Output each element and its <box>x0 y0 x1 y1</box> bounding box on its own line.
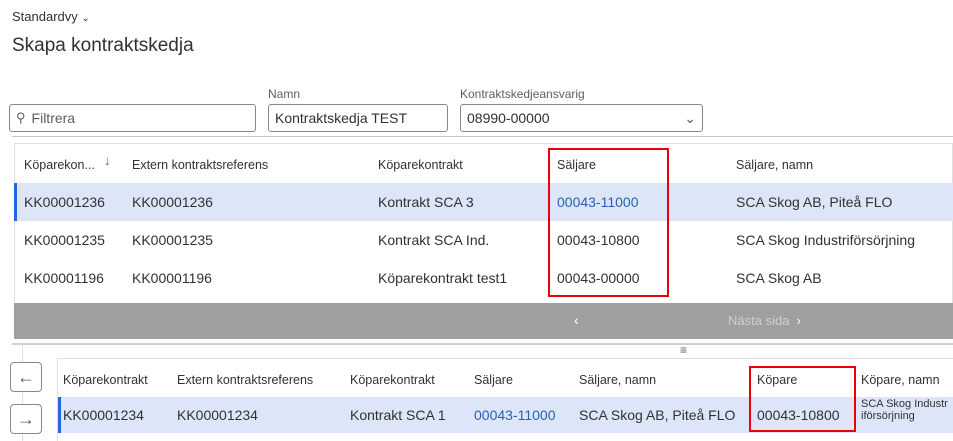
table-cell: Kontrakt SCA 1 <box>350 407 446 423</box>
column-header[interactable]: Köpare, namn <box>861 373 940 387</box>
chevron-right-icon: › <box>796 313 801 328</box>
splitter-handle-icon[interactable]: ≡ <box>680 343 688 357</box>
table-cell: KK00001236 <box>24 194 105 210</box>
table-cell: SCA Skog Industriförsörjning <box>736 232 915 248</box>
table-cell: Kontrakt SCA 3 <box>378 194 474 210</box>
table-cell: KK00001234 <box>177 407 258 423</box>
sort-down-icon: ↓ <box>104 153 111 168</box>
table-cell: KK00001234 <box>63 407 144 423</box>
table-cell: KK00001236 <box>132 194 213 210</box>
arrow-right-icon: → <box>17 408 35 429</box>
table-cell: SCA Skog AB, Piteå FLO <box>579 407 736 423</box>
table-cell: KK00001235 <box>24 232 105 248</box>
table-cell: KK00001196 <box>24 270 104 286</box>
table-cell: 00043-10800 <box>757 407 840 423</box>
view-selector[interactable]: Standardvy ⌄ <box>12 9 90 24</box>
pager-bar: ‹ Nästa sida › <box>14 303 953 339</box>
table-cell: 00043-00000 <box>557 270 640 286</box>
table-cell: KK00001235 <box>132 232 213 248</box>
chevron-down-icon: ⌄ <box>684 109 696 126</box>
table-cell: Köparekontrakt test1 <box>378 270 508 286</box>
search-icon: ⚲ <box>16 110 26 125</box>
column-header[interactable]: Köparekon... <box>24 158 95 172</box>
column-header[interactable]: Säljare, namn <box>579 373 657 387</box>
chevron-down-icon: ⌄ <box>81 13 90 24</box>
owner-label: Kontraktskedjeansvarig <box>460 87 585 101</box>
owner-select[interactable]: 08990-00000 ⌄ <box>460 104 703 132</box>
column-header[interactable]: Extern kontraktsreferens <box>177 373 314 387</box>
table-cell: 00043-10800 <box>557 232 640 248</box>
highlight-box-kopare <box>749 366 856 432</box>
table-cell[interactable]: 00043-11000 <box>474 407 556 423</box>
grid-2 <box>57 358 953 441</box>
column-header[interactable]: Säljare <box>474 373 513 387</box>
page-title: Skapa kontraktskedja <box>12 35 194 56</box>
table-cell: KK00001196 <box>132 270 212 286</box>
table-row[interactable] <box>14 183 953 221</box>
highlight-box-saljare <box>548 148 669 297</box>
prev-page-button[interactable]: ‹ <box>574 312 579 328</box>
table-cell: Kontrakt SCA Ind. <box>378 232 490 248</box>
back-button[interactable]: ← <box>10 362 42 392</box>
column-header[interactable]: Köparekontrakt <box>350 373 435 387</box>
column-header[interactable]: Köpare <box>757 373 798 387</box>
arrow-left-icon: ← <box>17 366 35 387</box>
next-page-button[interactable]: Nästa sida › <box>728 313 801 328</box>
selected-indicator <box>14 183 17 221</box>
column-header[interactable]: Extern kontraktsreferens <box>132 158 269 172</box>
name-field[interactable]: Kontraktskedja TEST <box>268 104 448 132</box>
table-cell: SCA Skog Industriförsörjning <box>861 398 948 422</box>
table-cell: SCA Skog AB <box>736 270 822 286</box>
filter-input[interactable]: ⚲ Filtrera <box>9 104 256 132</box>
splitter[interactable] <box>12 343 953 345</box>
forward-button[interactable]: → <box>10 404 42 434</box>
column-header[interactable]: Säljare, namn <box>736 158 814 172</box>
table-row[interactable] <box>58 397 953 433</box>
column-header[interactable]: Säljare <box>557 158 596 172</box>
table-cell: SCA Skog AB, Piteå FLO <box>736 194 893 210</box>
column-header[interactable]: Köparekontrakt <box>63 373 148 387</box>
name-label: Namn <box>268 87 301 101</box>
divider <box>12 136 953 137</box>
selected-indicator <box>58 397 61 433</box>
table-cell[interactable]: 00043-11000 <box>557 194 639 210</box>
column-header[interactable]: Köparekontrakt <box>378 158 463 172</box>
